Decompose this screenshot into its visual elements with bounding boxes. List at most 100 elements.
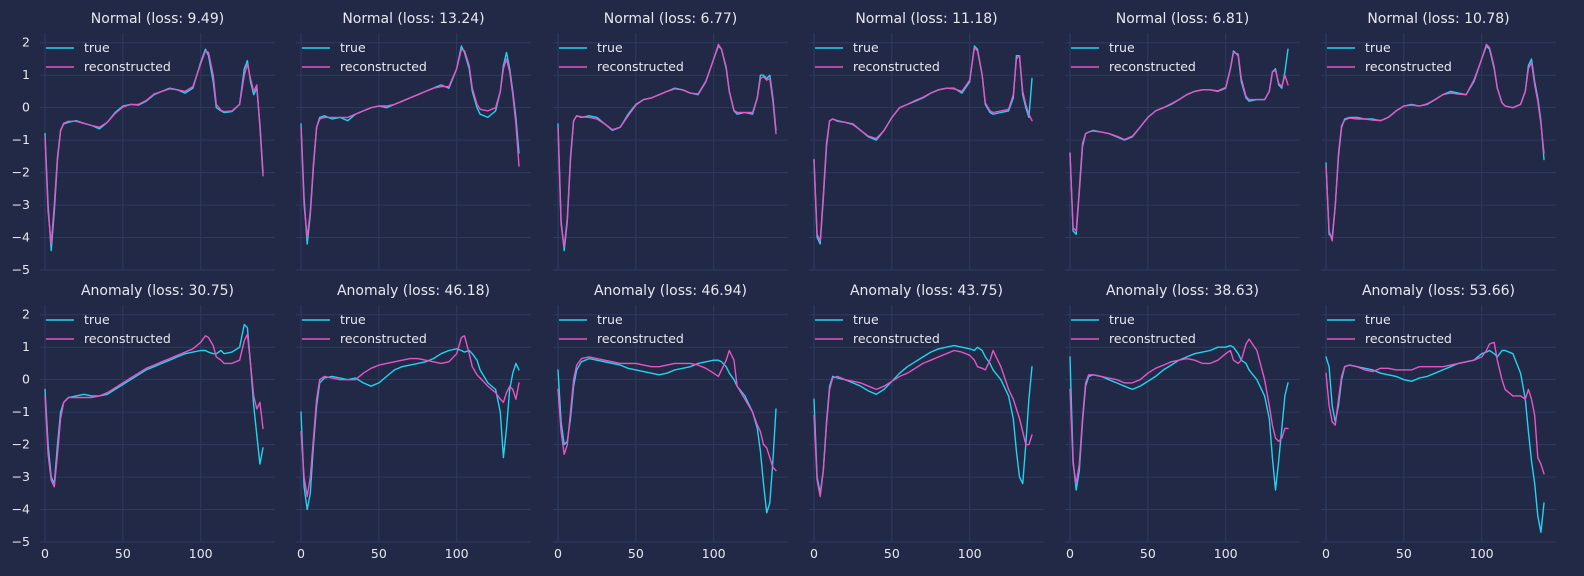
x-tick-label: 50 [371,546,387,561]
gridlines [1065,33,1300,271]
subplot-title: Normal (loss: 6.77) [604,11,737,27]
y-tick-label: 2 [22,307,30,322]
y-tick-label: −4 [12,502,30,517]
gridlines [809,305,1044,543]
subplot-3: Normal (loss: 6.77) true reconstructed [553,11,788,271]
subplot-7: Anomaly (loss: 30.75) 2 1 0 −1 −2 −3 −4 −5 0 50 100… [12,283,275,561]
subplot-title: Anomaly (loss: 46.18) [337,283,490,299]
legend-label-true: true [340,40,366,55]
x-tick-label: 100 [1470,546,1494,561]
x-tick-label: 100 [702,546,726,561]
legend: true reconstructed [46,312,171,346]
series-line-reconstructed [300,48,520,239]
legend-label-reconstructed: reconstructed [1365,331,1452,346]
subplot-title: Anomaly (loss: 46.94) [594,283,747,299]
x-tick-label: 0 [554,546,562,561]
x-tick-label: 100 [1214,546,1238,561]
legend-label-true: true [84,40,110,55]
y-tick-label: 0 [22,100,30,115]
subplot-title: Anomaly (loss: 30.75) [81,283,234,299]
legend-label-true: true [340,312,366,327]
subplot-title: Anomaly (loss: 53.66) [1362,283,1515,299]
legend-label-true: true [853,40,879,55]
gridlines [296,33,531,271]
series-line-reconstructed [44,50,264,245]
series-line-reconstructed [1325,43,1545,242]
x-tick-label: 100 [958,546,982,561]
legend: true reconstructed [1327,312,1452,346]
series-line-reconstructed [44,333,264,488]
legend: true reconstructed [559,312,684,346]
legend-label-reconstructed: reconstructed [1365,59,1452,74]
series-line-reconstructed [557,349,777,472]
x-tick-label: 0 [810,546,818,561]
legend-label-true: true [84,312,110,327]
series-line-reconstructed [557,43,777,249]
subplot-5: Normal (loss: 6.81) true reconstructed [1065,11,1300,271]
legend-label-reconstructed: reconstructed [84,59,171,74]
series-line-reconstructed [1325,341,1545,475]
legend-label-reconstructed: reconstructed [1109,331,1196,346]
series-line-reconstructed [300,335,520,498]
subplot-1: Normal (loss: 9.49) 2 1 0 −1 −2 −3 −4 −5 true reco… [12,11,275,277]
y-tick-label: −3 [12,469,30,484]
subplot-9: Anomaly (loss: 46.94) 0 50 100 true reconstru… [553,283,788,561]
legend-label-reconstructed: reconstructed [853,331,940,346]
legend: true reconstructed [302,40,427,74]
subplot-11: Anomaly (loss: 38.63) 0 50 100 true reconstru… [1065,283,1300,561]
subplot-grid: Normal (loss: 9.49) 2 1 0 −1 −2 −3 −4 −5 true reco… [12,11,1556,561]
subplot-12: Anomaly (loss: 53.66) 0 50 100 true reconstru… [1321,283,1556,561]
y-tick-label: −1 [12,132,30,147]
x-tick-label: 0 [1066,546,1074,561]
x-tick-label: 50 [1140,546,1156,561]
y-tick-label: −4 [12,230,30,245]
x-tick-label: 50 [628,546,644,561]
subplot-title: Normal (loss: 9.49) [91,11,224,27]
subplot-title: Anomaly (loss: 43.75) [850,283,1003,299]
legend-label-reconstructed: reconstructed [853,59,940,74]
y-tick-label: −5 [12,262,30,277]
y-tick-label: −5 [12,534,30,549]
y-tick-label: 0 [22,372,30,387]
legend: true reconstructed [1327,40,1452,74]
series-line-true [1069,344,1289,491]
series-line-reconstructed [1069,51,1289,232]
x-tick-label: 50 [1396,546,1412,561]
y-tick-label: −2 [12,437,30,452]
gridlines [809,33,1044,271]
legend-label-reconstructed: reconstructed [340,59,427,74]
x-tick-label: 50 [115,546,131,561]
y-tick-label: 2 [22,35,30,50]
legend-label-true: true [1109,40,1135,55]
series-line-true [300,348,520,511]
subplot-title: Normal (loss: 10.78) [1367,11,1509,27]
subplot-title: Anomaly (loss: 38.63) [1106,283,1259,299]
legend-label-true: true [1365,312,1391,327]
x-tick-label: 0 [297,546,305,561]
legend-label-true: true [597,40,623,55]
legend-label-true: true [1365,40,1391,55]
x-tick-label: 0 [41,546,49,561]
series-line-reconstructed [1069,338,1289,485]
legend-label-reconstructed: reconstructed [597,331,684,346]
legend: true reconstructed [302,312,427,346]
legend: true reconstructed [46,40,171,74]
legend: true reconstructed [1071,312,1196,346]
subplot-4: Normal (loss: 11.18) true reconstructed [809,11,1044,271]
legend: true reconstructed [1071,40,1196,74]
x-tick-label: 100 [445,546,469,561]
y-tick-label: −1 [12,404,30,419]
x-tick-label: 50 [884,546,900,561]
y-tick-label: −3 [12,197,30,212]
x-tick-label: 0 [1322,546,1330,561]
subplot-title: Normal (loss: 6.81) [1116,11,1249,27]
legend-label-reconstructed: reconstructed [1109,59,1196,74]
y-tick-label: −2 [12,165,30,180]
legend: true reconstructed [815,312,940,346]
y-tick-label: 1 [22,339,30,354]
subplot-title: Normal (loss: 11.18) [855,11,997,27]
gridlines [1321,33,1556,271]
subplot-10: Anomaly (loss: 43.75) 0 50 100 true reconstru… [809,283,1044,561]
